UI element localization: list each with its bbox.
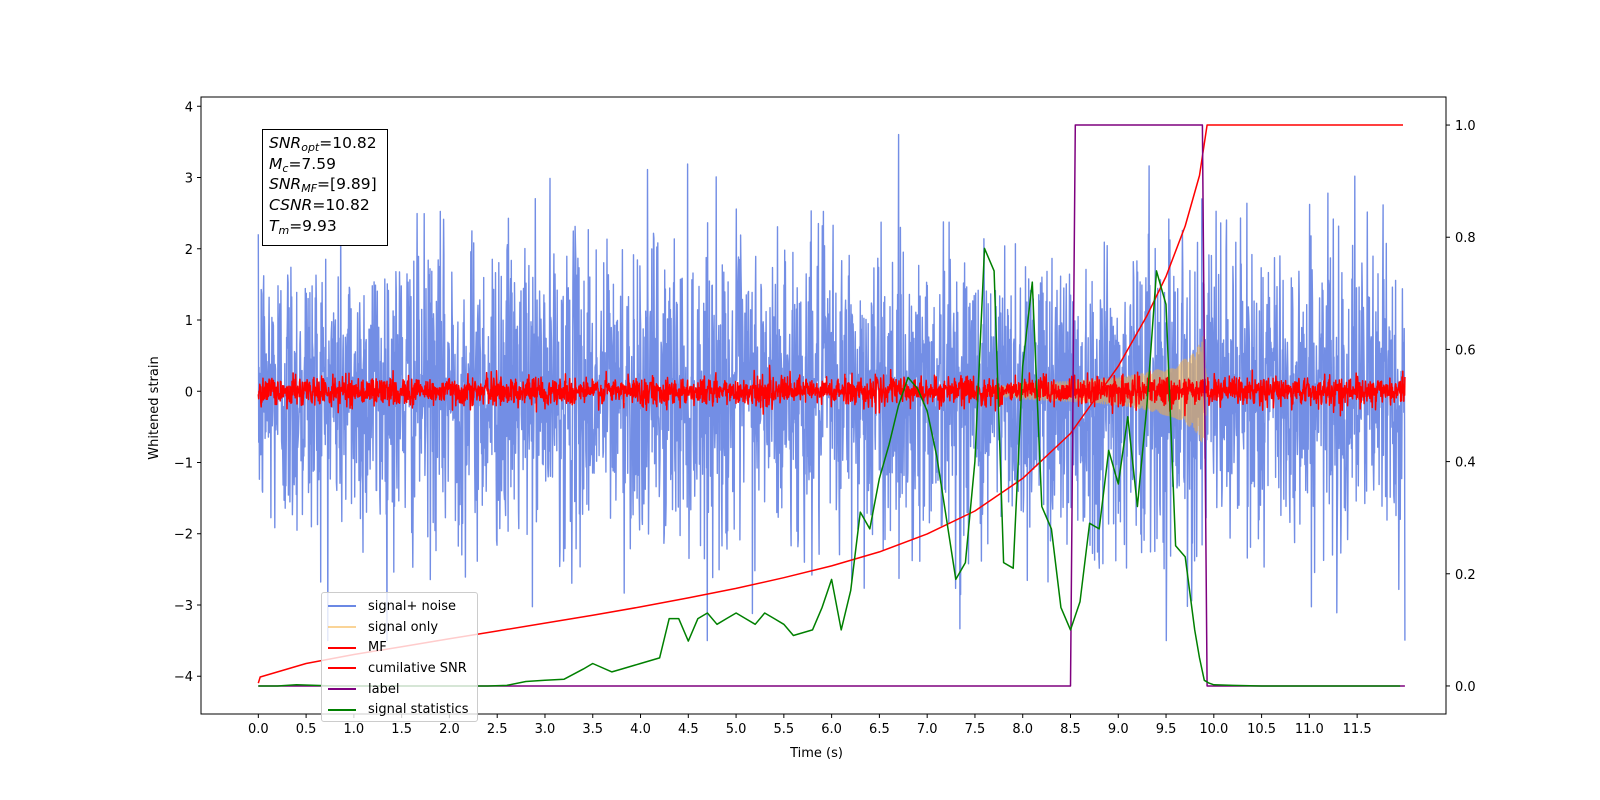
y-tick-label: 2	[185, 243, 193, 258]
legend-swatch	[328, 667, 356, 670]
x-tick-label: 3.0	[535, 722, 556, 737]
y2-tick-label: 0.2	[1455, 568, 1476, 583]
legend-label: signal+ noise	[368, 598, 457, 614]
x-tick-label: 1.0	[344, 722, 365, 737]
x-tick-label: 9.0	[1108, 722, 1129, 737]
y-tick-label: 0	[185, 385, 193, 400]
annotation-value: =10.82	[319, 134, 377, 152]
series-mf	[257, 364, 1406, 417]
x-tick-label: 10.0	[1199, 722, 1228, 737]
annotation-subscript: MF	[301, 182, 318, 196]
annotation-line: CSNR=10.82	[269, 195, 383, 216]
y2-tick-label: 0.8	[1455, 231, 1476, 246]
legend-entry: signal statistics	[328, 699, 477, 720]
legend-label: MF	[368, 640, 387, 656]
x-tick-label: 0.0	[248, 722, 269, 737]
y-tick-label: −2	[174, 528, 193, 543]
y-tick-label: 4	[185, 100, 193, 115]
annotation-value: =10.82	[312, 196, 370, 215]
annotation-value: =7.59	[288, 154, 336, 173]
annotation-line: SNRopt=10.82	[269, 133, 383, 154]
x-tick-label: 6.5	[869, 722, 890, 737]
x-tick-label: 7.5	[965, 722, 986, 737]
y-tick-label: −3	[174, 599, 193, 614]
x-tick-label: 2.5	[487, 722, 508, 737]
x-tick-label: 1.5	[391, 722, 412, 737]
signal-noise-line	[257, 133, 1406, 642]
legend-label: signal statistics	[368, 702, 469, 718]
x-tick-label: 10.5	[1247, 722, 1276, 737]
y2-tick-label: 0.6	[1455, 343, 1476, 358]
y-tick-label: 3	[185, 172, 193, 187]
mf-line	[257, 364, 1406, 417]
x-tick-label: 4.5	[678, 722, 699, 737]
x-tick-label: 5.5	[774, 722, 795, 737]
annotation-variable: M	[269, 154, 283, 173]
y2-tick-label: 0.0	[1455, 680, 1476, 695]
x-tick-label: 0.5	[296, 722, 317, 737]
x-tick-label: 11.5	[1343, 722, 1372, 737]
axes: 0.0 0.5 1.0 1.5 2.0 2.5 3.0 3.5 4.0 4.5 5.0 5.5 6.0 6…	[174, 96, 1476, 737]
x-tick-label: 8.0	[1012, 722, 1033, 737]
y-tick-label: −4	[174, 670, 193, 685]
annotation-subscript: opt	[301, 141, 320, 154]
legend-label: signal only	[368, 619, 439, 635]
plot-frame	[200, 96, 1447, 715]
legend-entry: label	[328, 679, 477, 700]
legend-label: cumilative SNR	[368, 660, 467, 676]
x-tick-label: 4.0	[630, 722, 651, 737]
x-tick-label: 7.0	[917, 722, 938, 737]
x-tick-label: 2.0	[439, 722, 460, 737]
x-tick-label: 6.0	[821, 722, 842, 737]
annotation-line: Mc=7.59	[269, 154, 383, 175]
annotation-line: SNRMF=[9.89]	[269, 174, 383, 195]
x-tick-label: 9.5	[1156, 722, 1177, 737]
signal-statistics-line	[258, 247, 1401, 687]
stats-annotation-box: SNRopt=10.82 Mc=7.59 SNRMF=[9.89] CSNR=10.8…	[262, 129, 388, 246]
legend-swatch	[328, 646, 356, 649]
legend-swatch	[328, 626, 356, 629]
y2-tick-label: 1.0	[1455, 119, 1476, 134]
x-tick-label: 5.0	[726, 722, 747, 737]
legend-entry: MF	[328, 637, 477, 658]
legend-entry: signal only	[328, 617, 477, 638]
y-axis-label: Whitened strain	[147, 356, 162, 459]
x-tick-label: 8.5	[1060, 722, 1081, 737]
legend-label: label	[368, 681, 400, 697]
legend-entry: cumilative SNR	[328, 658, 477, 679]
x-tick-label: 11.0	[1295, 722, 1324, 737]
legend-entry: signal+ noise	[328, 596, 477, 617]
annotation-variable: SNR	[269, 175, 302, 194]
y-tick-label: 1	[185, 314, 193, 329]
legend-swatch	[328, 708, 356, 711]
annotation-line: Tm=9.93	[269, 216, 383, 237]
legend-swatch	[328, 605, 356, 608]
annotation-variable: SNR	[269, 134, 302, 152]
legend: signal+ noise signal only MF cumilative SNR…	[321, 592, 478, 722]
annotation-subscript: c	[282, 161, 289, 175]
annotation-value: =[9.89]	[317, 175, 377, 194]
series-signal-statistics	[258, 247, 1401, 687]
y2-tick-label: 0.4	[1455, 456, 1476, 471]
series-signal-noise	[257, 133, 1406, 642]
x-tick-label: 3.5	[582, 722, 603, 737]
y-tick-label: −1	[174, 456, 193, 471]
legend-swatch	[328, 688, 356, 691]
annotation-variable: T	[269, 216, 279, 235]
annotation-value: =9.93	[289, 216, 337, 235]
annotation-subscript: m	[278, 223, 290, 237]
annotation-variable: CSNR	[269, 196, 313, 215]
x-axis-label: Time (s)	[789, 746, 843, 761]
